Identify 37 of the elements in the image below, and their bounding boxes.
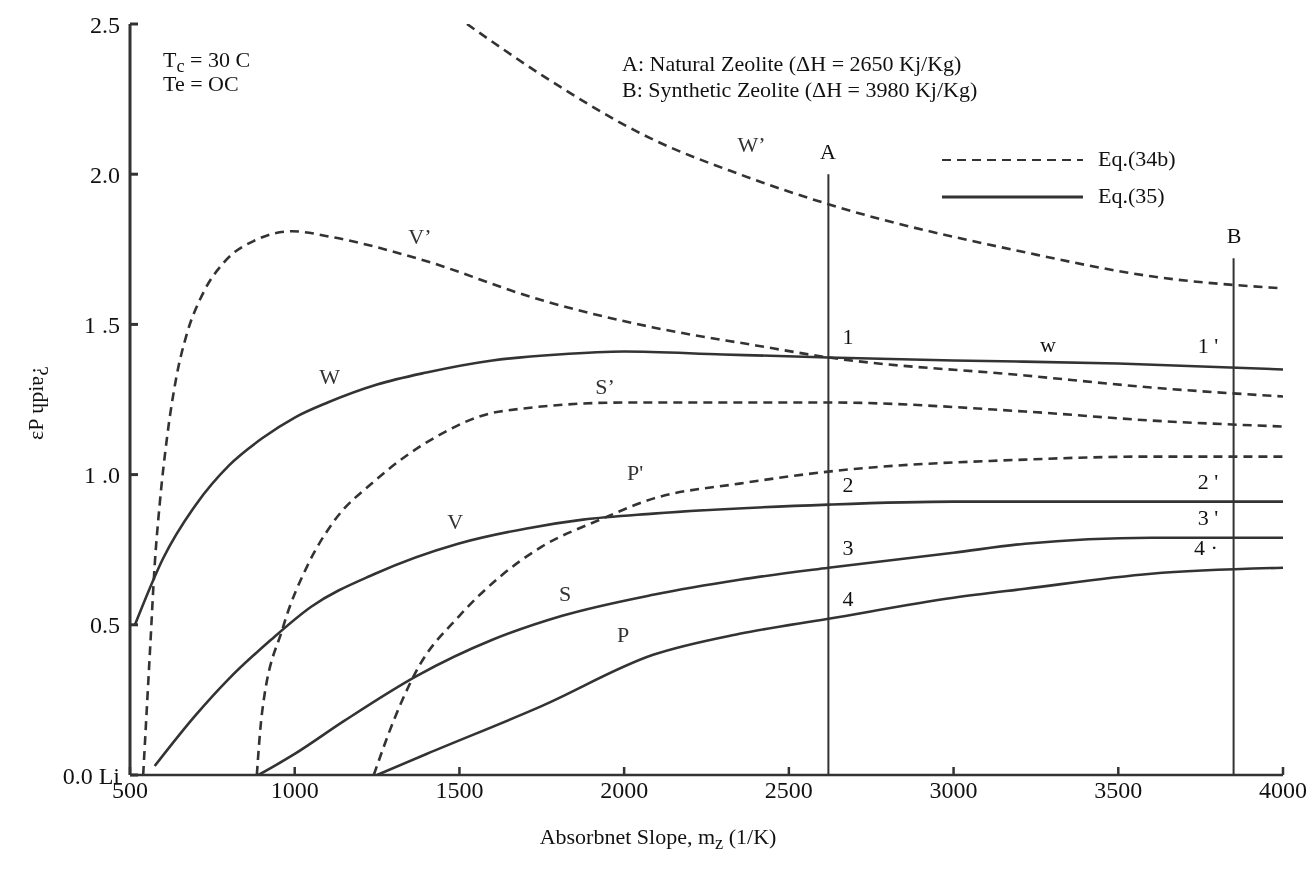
annotation: 2 — [842, 472, 854, 497]
annotation: 2 ' — [1197, 469, 1219, 494]
series-label: P' — [627, 460, 644, 486]
y-tick-label: 2.5 — [90, 11, 120, 38]
series-label: P — [617, 622, 630, 648]
annotation: 3 — [842, 535, 854, 560]
series-label: W — [319, 364, 341, 389]
annotation: Eq.(35) — [1098, 183, 1165, 208]
y-tick-label: 1 .0 — [84, 462, 120, 489]
annotation: Eq.(34b) — [1098, 146, 1176, 171]
annotation: 4 · — [1194, 535, 1218, 560]
y-tick-label: 1 .5 — [84, 311, 120, 338]
x-axis-title: Absorbnet Slope, m$_{z}$ (1/K) — [538, 824, 778, 855]
annotation: A — [820, 139, 836, 164]
x-tick-label: 3000 — [929, 777, 978, 804]
x-tick-label: 4000 — [1259, 777, 1307, 804]
annotation: 1 — [842, 324, 854, 349]
annotation: A: Natural Zeolite (ΔH = 2650 Kj/Kg) — [622, 51, 962, 76]
series-label: V’ — [408, 223, 432, 249]
x-tick-label: 3500 — [1094, 777, 1143, 804]
annotation: 4 — [842, 586, 854, 611]
annotation: B — [1226, 223, 1242, 248]
y-tick-label: 2.0 — [90, 161, 120, 188]
y-axis-title: εP ɥpiɐ¿ — [23, 366, 49, 440]
series-label: W’ — [737, 131, 766, 157]
annotation: w — [1040, 332, 1056, 357]
x-tick-label: 2000 — [600, 777, 649, 804]
series-label: S’ — [595, 374, 615, 399]
y-tick-label: 0.5 — [90, 612, 120, 639]
series-label: V — [447, 509, 464, 535]
x-tick-label: 2500 — [764, 777, 813, 804]
annotation: 1 ' — [1197, 333, 1219, 358]
series-label: S — [559, 581, 572, 607]
annotation: B: Synthetic Zeolite (ΔH = 3980 Kj/Kg) — [622, 77, 978, 102]
annotation: 3 ' — [1197, 505, 1219, 530]
x-tick-label: 1500 — [435, 777, 484, 804]
x-tick-label: 1000 — [270, 777, 319, 804]
